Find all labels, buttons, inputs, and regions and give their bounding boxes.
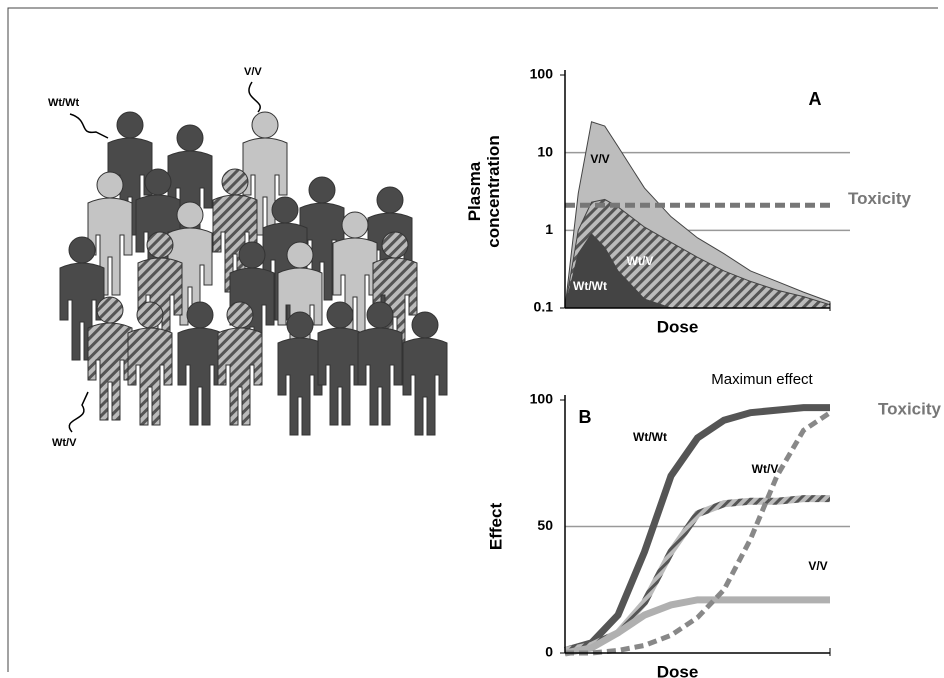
x-axis-label: Dose — [657, 317, 699, 336]
person-body — [357, 327, 403, 426]
y-tick-label: 0.1 — [534, 299, 554, 315]
panel-label: B — [579, 407, 592, 427]
line — [565, 410, 832, 656]
series-label: V/V — [590, 152, 609, 166]
area — [564, 198, 831, 309]
y-axis-label: concentration — [484, 135, 503, 247]
x-axis-label: Dose — [657, 662, 699, 678]
crowd-illustration — [59, 111, 448, 436]
genotype-label: Wt/Wt — [48, 97, 79, 109]
line — [564, 404, 830, 654]
panel-label: A — [809, 89, 822, 109]
threshold-label: Toxicity — [848, 189, 912, 208]
person-head — [366, 301, 394, 329]
y-axis-label: Plasma — [465, 161, 484, 221]
person-head — [176, 201, 204, 229]
person-body — [217, 327, 263, 426]
person-body — [87, 322, 133, 421]
line — [564, 596, 830, 657]
series-label: Toxicity — [878, 399, 942, 418]
person-head — [96, 171, 124, 199]
person-head — [221, 168, 249, 196]
person-head — [251, 111, 279, 139]
y-axis-label: Effect — [486, 503, 505, 551]
arrow — [68, 391, 89, 433]
person-body — [242, 137, 288, 236]
person-head — [376, 186, 404, 214]
genotype-label: V/V — [244, 66, 262, 78]
series-label: V/V — [808, 559, 827, 573]
person-head — [146, 231, 174, 259]
person-body — [317, 327, 363, 426]
person-head — [238, 241, 266, 269]
series-label: Wt/Wt — [633, 430, 667, 444]
y-tick-label: 50 — [537, 517, 553, 533]
person-body — [277, 337, 323, 436]
person-head — [286, 241, 314, 269]
annotation: Maximun effect — [711, 371, 813, 388]
person-head — [381, 231, 409, 259]
frame — [7, 7, 938, 672]
person-head — [411, 311, 439, 339]
person-head — [326, 301, 354, 329]
person-body — [59, 262, 105, 361]
person-head — [144, 168, 172, 196]
person-head — [176, 124, 204, 152]
person-head — [68, 236, 96, 264]
person-body — [402, 337, 448, 436]
y-tick-label: 1 — [545, 221, 553, 237]
person-body — [332, 237, 378, 336]
arrow — [69, 113, 109, 139]
person-head — [341, 211, 369, 239]
person-body — [87, 197, 133, 296]
person-head — [96, 296, 124, 324]
y-tick-label: 100 — [530, 391, 554, 407]
person-head — [271, 196, 299, 224]
person-body — [167, 150, 213, 249]
person-head — [286, 311, 314, 339]
person-head — [308, 176, 336, 204]
series-label: Wt/V — [752, 462, 779, 476]
person-head — [116, 111, 144, 139]
person-head — [186, 301, 214, 329]
person-body — [177, 327, 223, 426]
series-label: Wt/Wt — [573, 279, 607, 293]
series-label: Wt/V — [627, 254, 654, 268]
arrow — [248, 81, 261, 113]
person-head — [136, 301, 164, 329]
person-body — [127, 327, 173, 426]
person-head — [226, 301, 254, 329]
y-tick-label: 0 — [545, 644, 553, 660]
y-tick-label: 100 — [530, 66, 554, 82]
y-tick-label: 10 — [537, 143, 553, 159]
genotype-label: Wt/V — [52, 437, 77, 449]
